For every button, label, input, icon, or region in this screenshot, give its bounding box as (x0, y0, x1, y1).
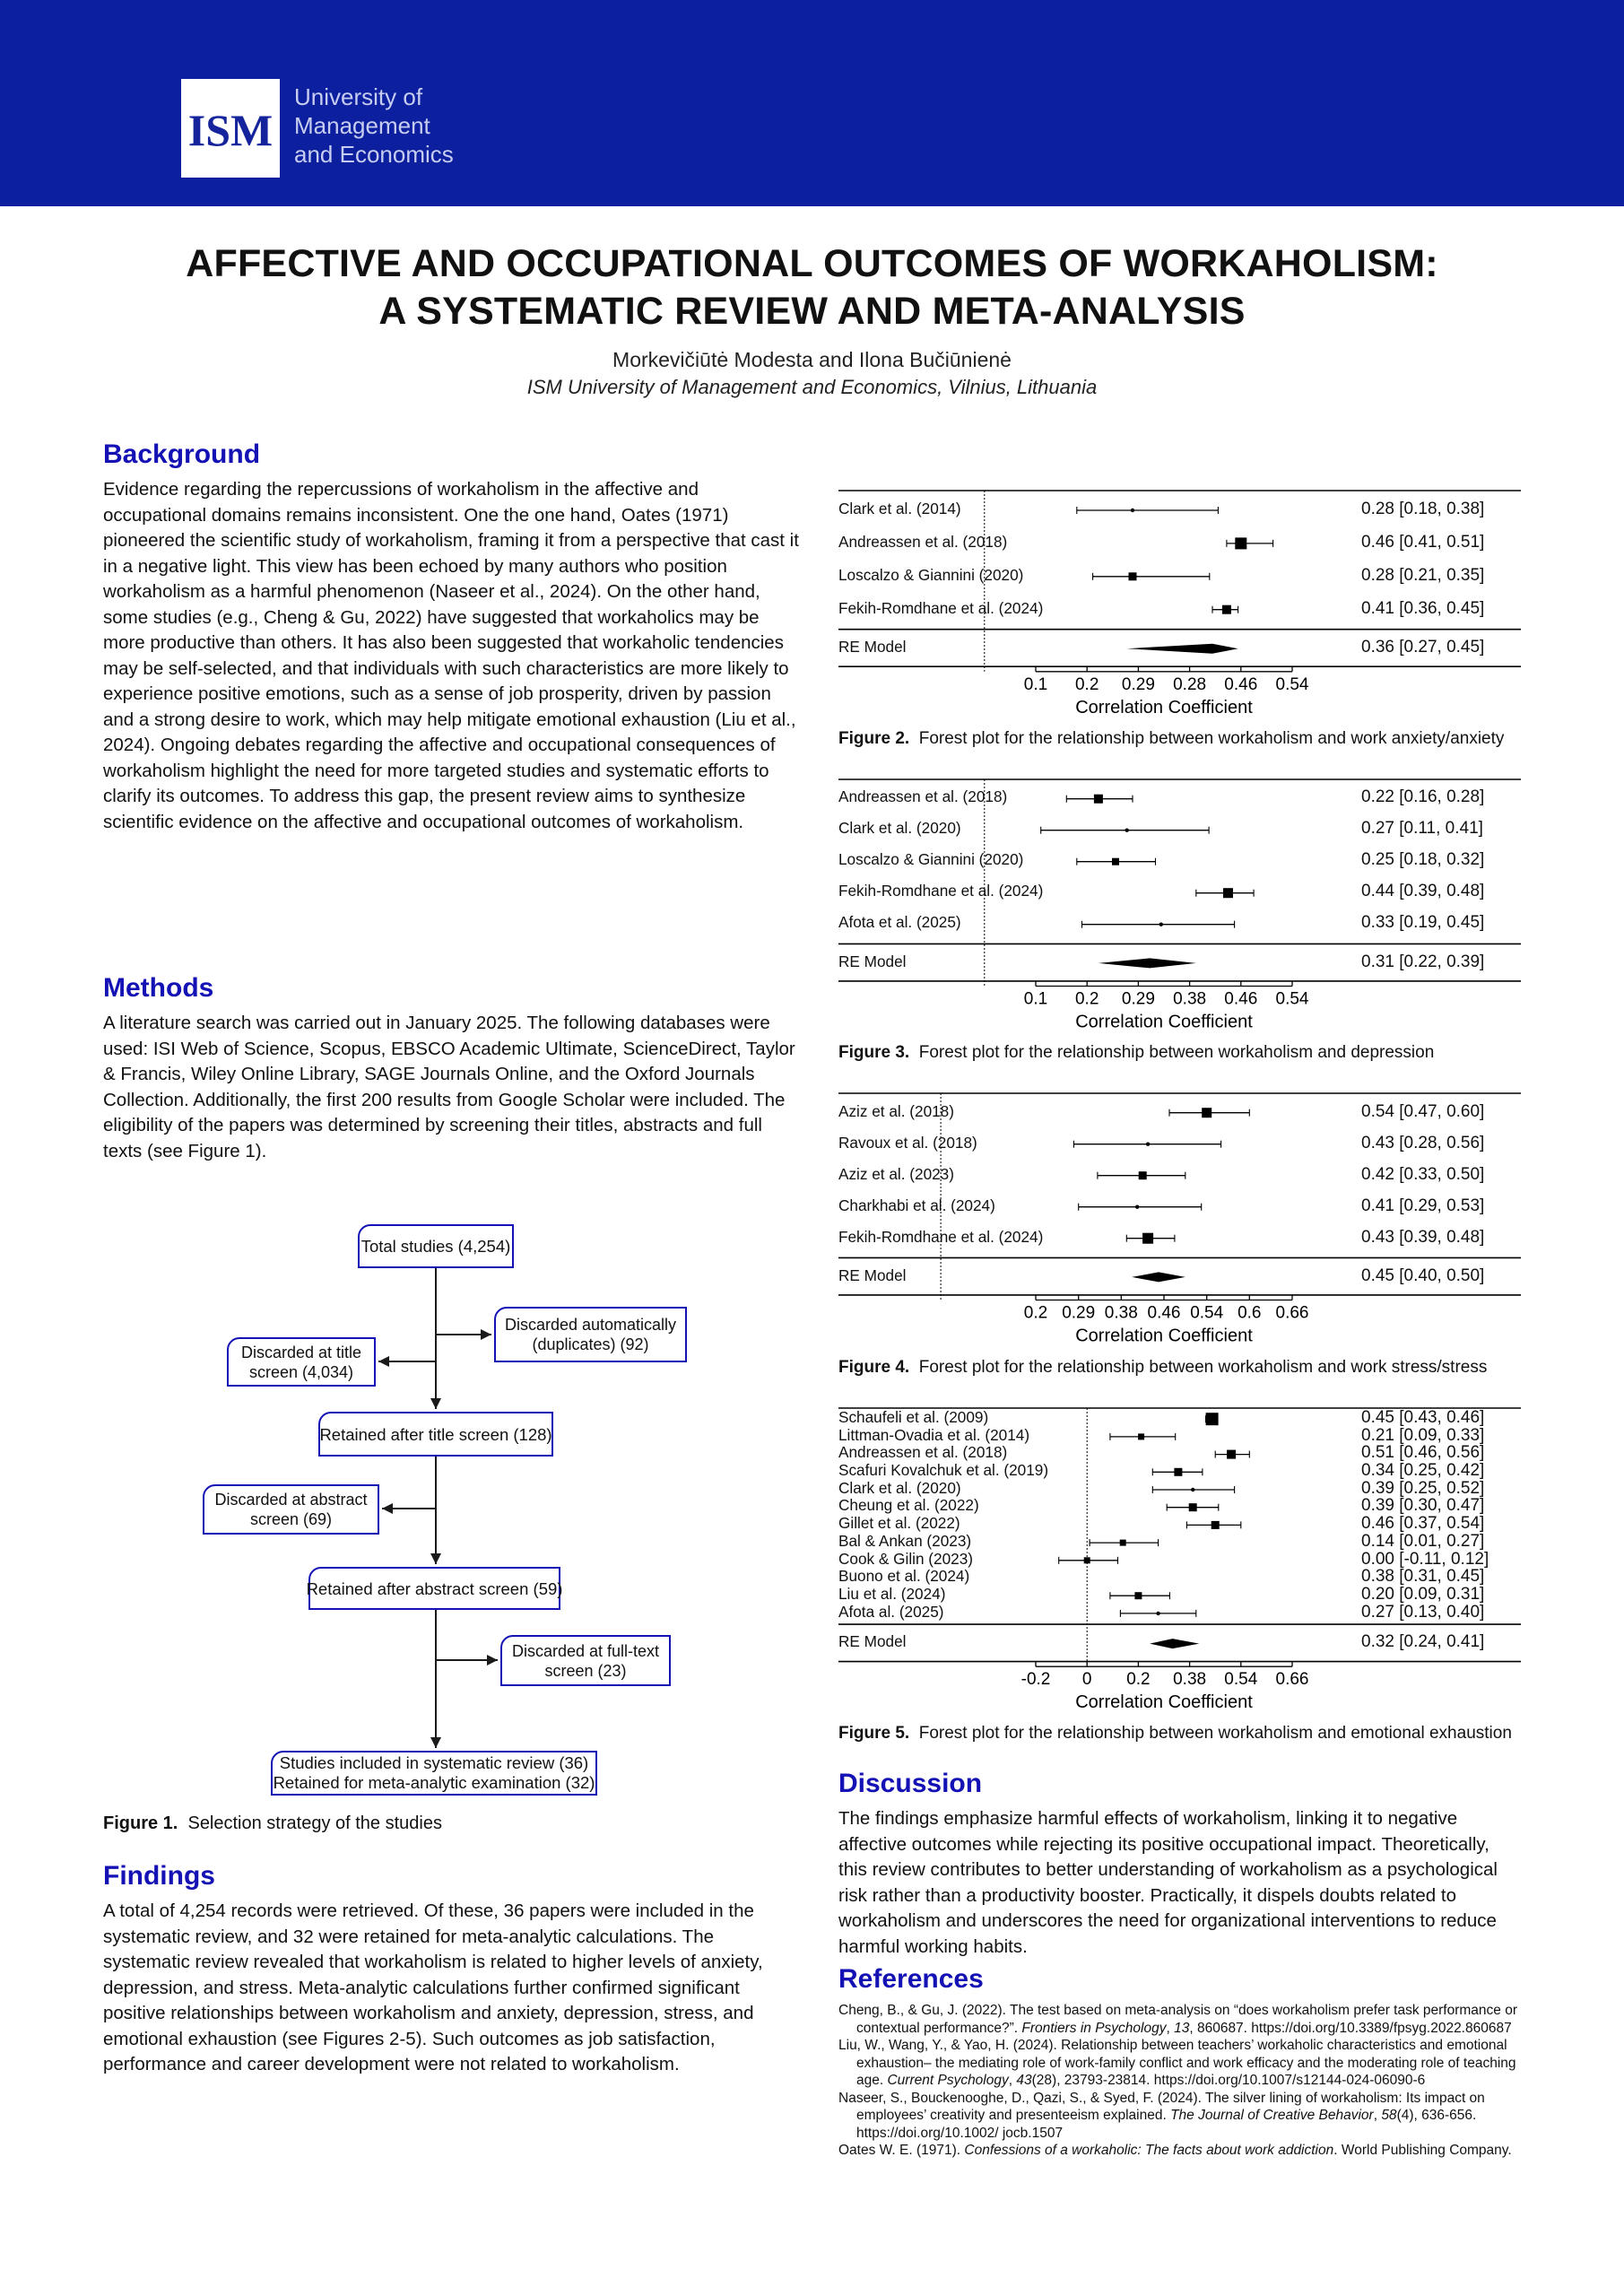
svg-text:0.2: 0.2 (1126, 1670, 1150, 1689)
svg-text:0.2: 0.2 (1075, 989, 1099, 1008)
svg-text:0.54: 0.54 (1190, 1304, 1223, 1323)
svg-text:0.46: 0.46 (1224, 989, 1257, 1008)
svg-text:0.66: 0.66 (1276, 1304, 1309, 1323)
svg-text:0: 0 (1082, 1670, 1092, 1689)
svg-text:0.1: 0.1 (1024, 675, 1047, 694)
svg-text:0.38: 0.38 (1105, 1304, 1138, 1323)
svg-text:0.54: 0.54 (1276, 675, 1309, 694)
svg-text:0.54: 0.54 (1276, 989, 1309, 1008)
svg-text:0.6: 0.6 (1238, 1304, 1261, 1323)
svg-text:0.38: 0.38 (1173, 989, 1206, 1008)
svg-text:Correlation Coefficient: Correlation Coefficient (1075, 698, 1253, 718)
svg-text:0.1: 0.1 (1024, 989, 1047, 1008)
svg-text:0.29: 0.29 (1062, 1304, 1095, 1323)
svg-text:0.2: 0.2 (1075, 675, 1099, 694)
svg-text:0.29: 0.29 (1122, 675, 1155, 694)
svg-text:Correlation Coefficient: Correlation Coefficient (1075, 1012, 1253, 1031)
svg-text:0.46: 0.46 (1224, 675, 1257, 694)
svg-text:0.2: 0.2 (1024, 1304, 1047, 1323)
svg-text:0.28: 0.28 (1173, 675, 1206, 694)
svg-text:0.46: 0.46 (1148, 1304, 1181, 1323)
svg-text:0.66: 0.66 (1276, 1670, 1309, 1689)
svg-text:-0.2: -0.2 (1021, 1670, 1051, 1689)
svg-text:Correlation Coefficient: Correlation Coefficient (1075, 1692, 1253, 1712)
svg-text:0.29: 0.29 (1122, 989, 1155, 1008)
svg-text:0.38: 0.38 (1173, 1670, 1206, 1689)
svg-text:0.54: 0.54 (1224, 1670, 1257, 1689)
svg-text:Correlation Coefficient: Correlation Coefficient (1075, 1326, 1253, 1346)
